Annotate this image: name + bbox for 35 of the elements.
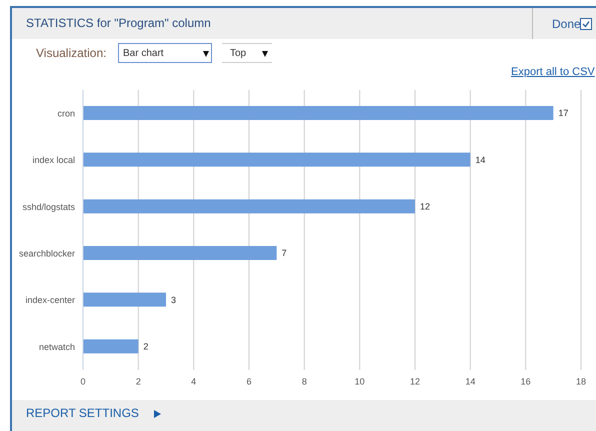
data-label: 14 xyxy=(475,154,486,165)
y-tick-label: searchblocker xyxy=(18,248,75,259)
x-tick-label: 14 xyxy=(465,376,476,386)
x-tick-label: 10 xyxy=(354,376,365,386)
y-tick-label: index-center xyxy=(25,295,75,306)
x-tick-label: 12 xyxy=(410,376,420,386)
bar xyxy=(83,339,138,354)
y-tick-label: sshd/logstats xyxy=(22,202,76,212)
y-tick-label: cron xyxy=(57,108,75,119)
x-tick-label: 16 xyxy=(520,376,531,386)
y-tick-label: index local xyxy=(32,155,75,166)
x-tick-label: 6 xyxy=(246,376,252,386)
text: Bar chart xyxy=(123,48,164,59)
chart-title: STATISTICS for "Program" column xyxy=(26,16,211,30)
x-tick-label: 4 xyxy=(191,376,196,386)
x-tick-label: 18 xyxy=(576,376,586,386)
x-tick-label: 0 xyxy=(80,376,86,386)
data-label: 3 xyxy=(171,294,176,305)
text: Export all to CSV xyxy=(511,66,595,78)
text: Top xyxy=(230,48,246,59)
data-label: 2 xyxy=(143,342,148,352)
text: Visualization: xyxy=(36,46,106,60)
y-tick-label: netwatch xyxy=(38,342,75,352)
bar xyxy=(83,106,554,120)
x-tick-label: 8 xyxy=(302,376,307,386)
text: Done xyxy=(552,17,581,31)
bar xyxy=(83,292,166,307)
x-tick-label: 2 xyxy=(136,376,141,386)
bar xyxy=(83,152,470,167)
text: REPORT SETTINGS xyxy=(26,406,139,420)
data-label: 7 xyxy=(282,248,287,258)
data-label: 17 xyxy=(558,108,568,118)
bar xyxy=(83,199,415,214)
data-label: 12 xyxy=(420,202,430,212)
bar xyxy=(83,246,277,260)
